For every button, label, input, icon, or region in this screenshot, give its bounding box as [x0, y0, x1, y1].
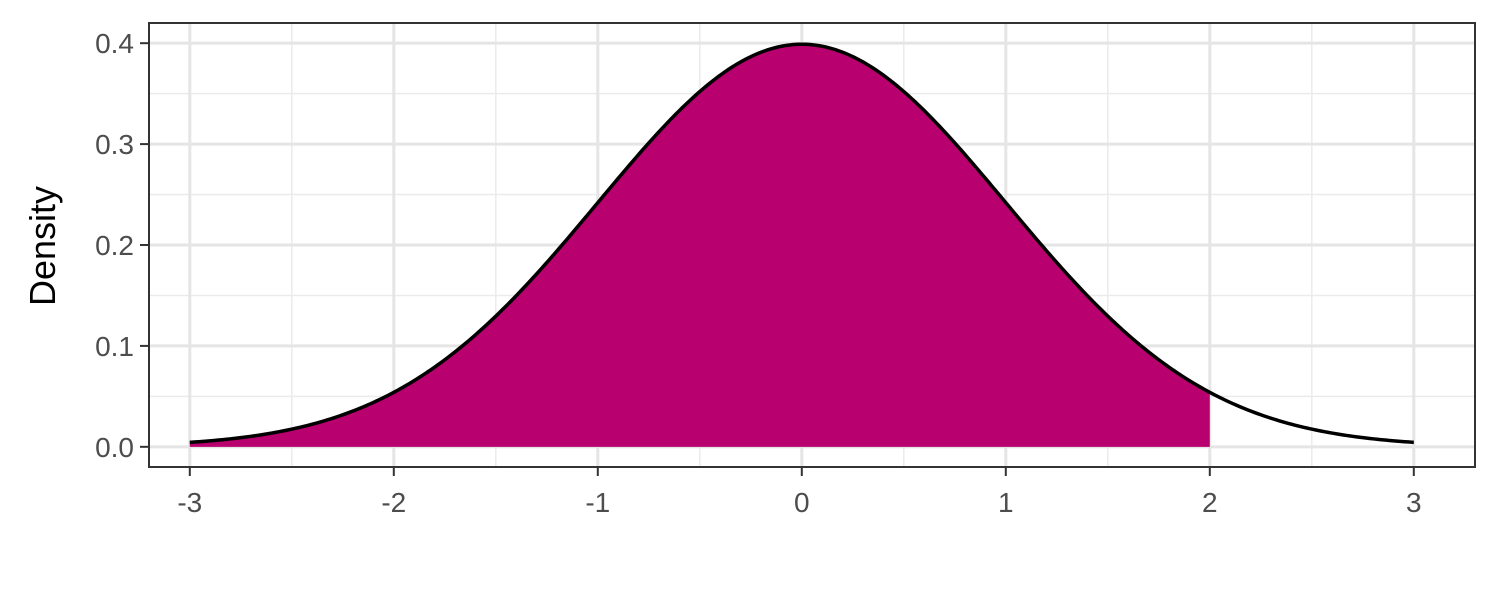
x-axis: -3 -2 -1 0 1 2 3	[177, 467, 1422, 518]
density-curve	[189, 42, 1414, 445]
y-axis-title: Density	[22, 186, 63, 306]
y-tick-label: 0.0	[95, 432, 134, 463]
y-tick-label: 0.2	[95, 230, 134, 261]
x-tick-label: -3	[177, 487, 202, 518]
x-tick-label: -2	[381, 487, 406, 518]
y-axis: 0.0 0.1 0.2 0.3 0.4	[95, 28, 149, 463]
x-tick-label: 3	[1406, 487, 1422, 518]
x-tick-label: 1	[998, 487, 1014, 518]
x-tick-label: 2	[1202, 487, 1218, 518]
y-tick-label: 0.3	[95, 129, 134, 160]
x-tick-label: -1	[585, 487, 610, 518]
x-tick-label: 0	[794, 487, 810, 518]
y-tick-label: 0.1	[95, 331, 134, 362]
y-tick-label: 0.4	[95, 28, 134, 59]
